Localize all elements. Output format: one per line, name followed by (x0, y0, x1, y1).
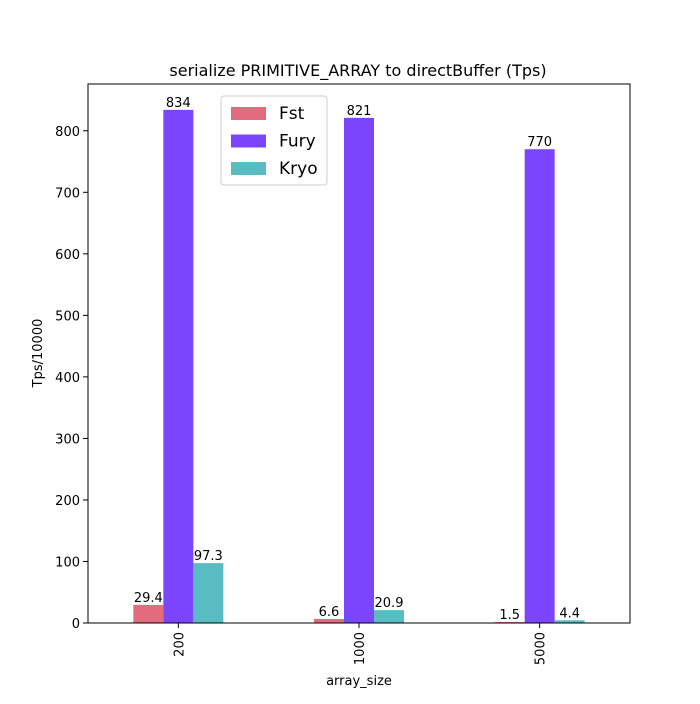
legend: Fst Fury Kryo (220, 95, 328, 186)
bar-kryo-1000 (374, 610, 404, 623)
bar-fst-200 (133, 604, 164, 623)
bar-value-label: 834 (166, 96, 191, 111)
y-tick-label: 400 (55, 371, 80, 386)
bar-kryo-200 (193, 563, 224, 623)
bar-kryo-5000 (554, 620, 585, 623)
y-tick-label: 0 (72, 617, 80, 632)
bar-fury-5000 (524, 149, 555, 623)
y-tick-label: 500 (55, 309, 80, 324)
y-tick-label: 100 (55, 555, 80, 570)
bar-fury-1000 (344, 117, 374, 624)
bar-value-label: 6.6 (319, 605, 340, 620)
chart-title: serialize PRIMITIVE_ARRAY to directBuffe… (169, 61, 546, 81)
bar-value-label: 4.4 (559, 606, 580, 621)
bar-value-label: 821 (347, 104, 372, 119)
legend-swatch-fst (231, 107, 266, 120)
bar-value-label: 1.5 (499, 608, 520, 623)
y-tick-label: 600 (55, 248, 80, 263)
y-axis-label: Tps/10000 (31, 319, 46, 389)
bar-fst-1000 (314, 618, 344, 623)
bar-value-label: 20.9 (375, 596, 404, 611)
y-tick-label: 200 (55, 494, 80, 509)
x-axis-label: array_size (326, 674, 392, 689)
legend-label-fst: Fst (279, 104, 305, 124)
y-tick-label: 300 (55, 432, 80, 447)
y-tick-label: 700 (55, 186, 80, 201)
x-tick-label: 1000 (353, 632, 368, 665)
bar-fury-200 (163, 109, 194, 623)
legend-swatch-kryo (231, 162, 266, 175)
x-tick-label: 200 (172, 632, 187, 657)
legend-label-fury: Fury (279, 132, 316, 152)
y-tick-label: 800 (55, 125, 80, 140)
bar-value-label: 29.4 (134, 591, 163, 606)
bar-value-label: 97.3 (194, 549, 223, 564)
legend-swatch-fury (231, 134, 266, 148)
x-tick-label: 5000 (534, 632, 549, 665)
bar-value-label: 770 (527, 135, 552, 150)
legend-label-kryo: Kryo (279, 159, 318, 179)
